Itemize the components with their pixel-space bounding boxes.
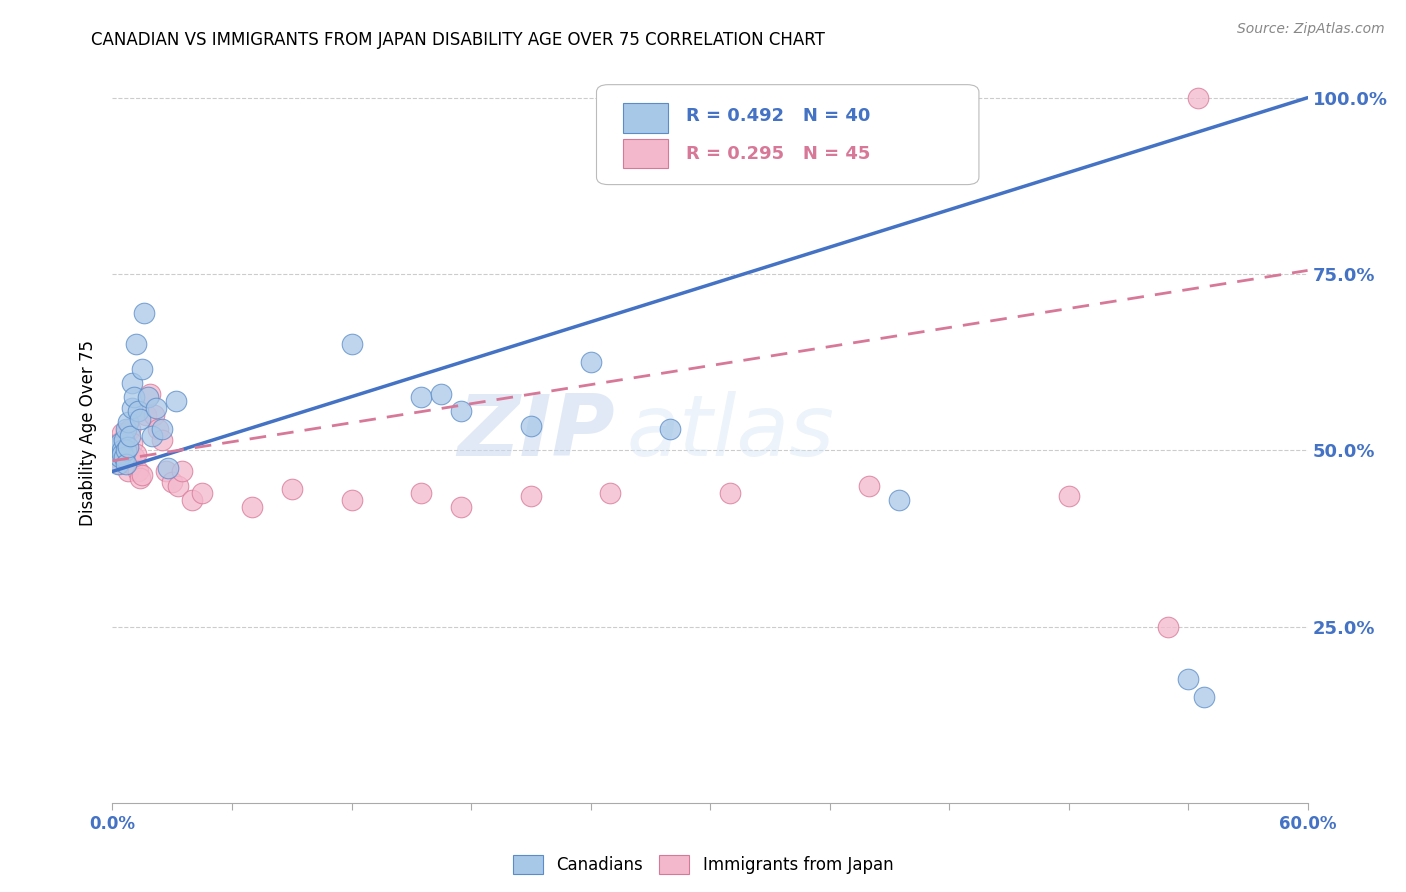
Point — [117, 464, 139, 478]
Point — [659, 422, 682, 436]
Point — [107, 458, 129, 472]
Point — [1157, 619, 1180, 633]
Point — [191, 485, 214, 500]
Y-axis label: Disability Age Over 75: Disability Age Over 75 — [79, 340, 97, 525]
Point — [150, 422, 173, 436]
Point — [167, 478, 190, 492]
Point — [121, 436, 143, 450]
Point — [240, 500, 263, 514]
Point — [115, 458, 138, 472]
Point — [718, 485, 741, 500]
Point — [889, 492, 911, 507]
Point — [138, 390, 160, 404]
Point — [111, 447, 134, 461]
Text: ZIP: ZIP — [457, 391, 614, 475]
Point — [110, 436, 132, 450]
Point — [148, 422, 170, 436]
Point — [127, 464, 149, 478]
Point — [141, 429, 163, 443]
Point — [411, 485, 433, 500]
Point — [520, 489, 543, 503]
Point — [111, 436, 134, 450]
Point — [131, 467, 153, 482]
Point — [1187, 91, 1209, 105]
Point — [115, 425, 138, 440]
Point — [114, 450, 135, 465]
Point — [105, 450, 128, 465]
Point — [157, 461, 180, 475]
Point — [131, 362, 153, 376]
Point — [121, 401, 143, 415]
Point — [340, 492, 363, 507]
Text: R = 0.492   N = 40: R = 0.492 N = 40 — [686, 108, 870, 126]
Point — [115, 443, 138, 458]
Point — [129, 411, 152, 425]
Point — [117, 415, 139, 429]
Point — [1177, 673, 1199, 687]
Point — [111, 425, 134, 440]
Point — [165, 393, 187, 408]
Point — [107, 440, 129, 454]
Point — [124, 390, 146, 404]
Text: atlas: atlas — [627, 391, 834, 475]
Point — [121, 376, 143, 391]
Point — [411, 390, 433, 404]
Point — [1057, 489, 1080, 503]
Point — [125, 337, 148, 351]
Point — [1192, 690, 1215, 704]
Point — [127, 404, 149, 418]
Text: CANADIAN VS IMMIGRANTS FROM JAPAN DISABILITY AGE OVER 75 CORRELATION CHART: CANADIAN VS IMMIGRANTS FROM JAPAN DISABI… — [91, 31, 825, 49]
Point — [450, 500, 472, 514]
Point — [858, 478, 880, 492]
Point — [114, 436, 135, 450]
Point — [129, 471, 152, 485]
Point — [120, 450, 142, 465]
Point — [120, 429, 142, 443]
Point — [520, 418, 543, 433]
Text: R = 0.295   N = 45: R = 0.295 N = 45 — [686, 145, 870, 162]
Point — [103, 447, 125, 461]
Point — [105, 443, 128, 458]
Point — [150, 433, 173, 447]
Point — [114, 450, 135, 465]
Point — [117, 440, 139, 454]
Point — [121, 458, 143, 472]
Point — [145, 401, 167, 415]
Point — [181, 492, 204, 507]
Point — [579, 355, 602, 369]
Point — [162, 475, 183, 489]
Point — [430, 387, 453, 401]
Point — [115, 422, 138, 436]
Point — [124, 450, 146, 465]
Point — [110, 458, 132, 472]
Legend: Canadians, Immigrants from Japan: Canadians, Immigrants from Japan — [508, 850, 898, 880]
Point — [340, 337, 363, 351]
Point — [103, 447, 125, 461]
Point — [117, 443, 139, 458]
Point — [172, 464, 194, 478]
FancyBboxPatch shape — [623, 103, 668, 133]
Point — [143, 408, 166, 422]
Point — [120, 422, 142, 436]
Point — [281, 482, 304, 496]
Point — [450, 404, 472, 418]
Point — [111, 443, 134, 458]
Point — [115, 447, 138, 461]
Point — [134, 306, 156, 320]
Point — [110, 450, 132, 465]
Point — [135, 408, 157, 422]
Point — [599, 485, 621, 500]
Point — [114, 433, 135, 447]
Text: Source: ZipAtlas.com: Source: ZipAtlas.com — [1237, 22, 1385, 37]
Point — [110, 443, 132, 458]
Point — [139, 387, 162, 401]
FancyBboxPatch shape — [596, 85, 979, 185]
Point — [125, 447, 148, 461]
Point — [155, 464, 177, 478]
FancyBboxPatch shape — [623, 138, 668, 169]
Point — [107, 436, 129, 450]
